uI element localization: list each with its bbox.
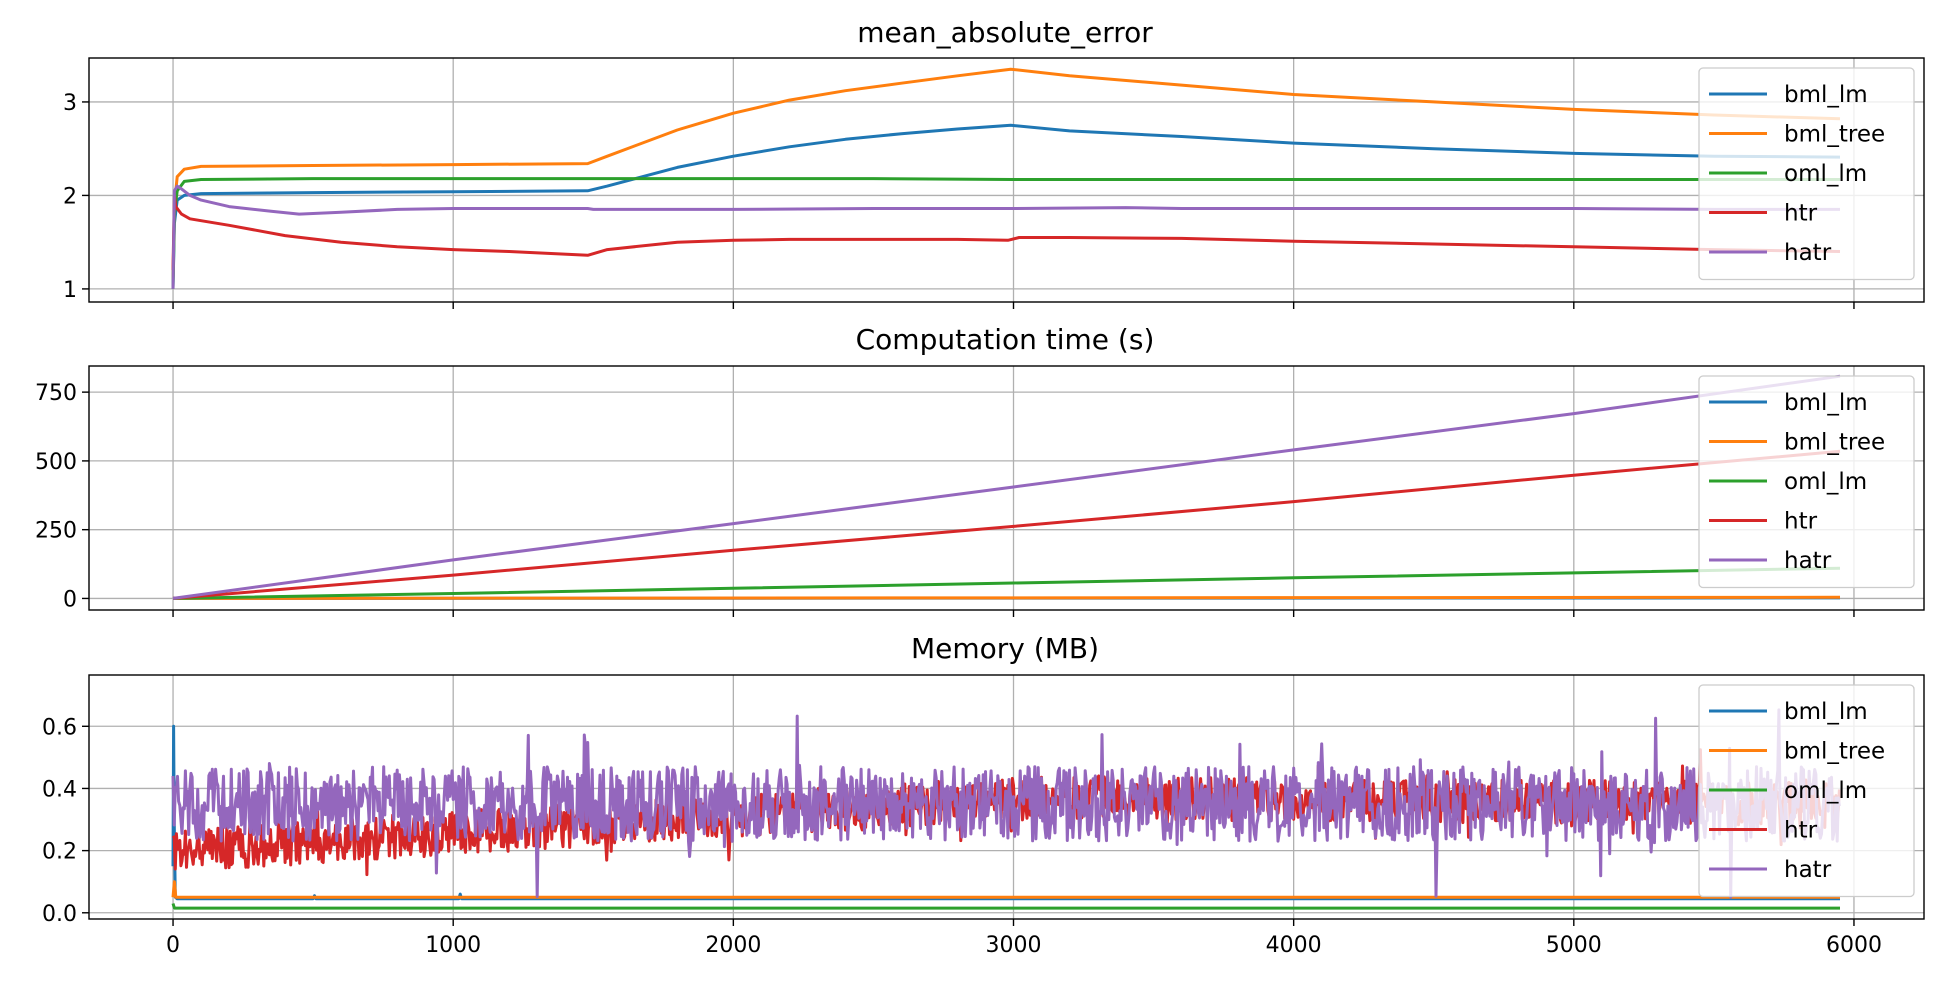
series-line-htr xyxy=(172,449,1841,600)
y-tick-label: 2 xyxy=(63,184,77,209)
ticks: 0 250 500 750 xyxy=(35,381,1855,617)
legend-label-hatr: hatr xyxy=(1784,240,1832,266)
x-tick-label: 1000 xyxy=(425,933,481,958)
panel-mean-absolute-error: mean_absolute_error 1 2 3 bml_lm bml_treeom… xyxy=(63,16,1925,309)
chart-title: Computation time (s) xyxy=(856,323,1155,356)
x-tick-label: 2000 xyxy=(705,933,761,958)
ticks: 0 1000 2000 3000 4000 5000 6000 0.0 0.2 0.4 0.6 xyxy=(42,715,1882,958)
y-tick-label: 750 xyxy=(35,381,77,406)
axes-frame xyxy=(88,674,1925,920)
legend-frame xyxy=(1698,375,1915,589)
legend-label-bml_lm: bml_lm xyxy=(1784,699,1868,725)
series-line-bml_tree xyxy=(172,595,1841,600)
legend-label-htr: htr xyxy=(1784,509,1818,535)
series-line-hatr xyxy=(172,374,1841,600)
x-tick-label: 6000 xyxy=(1826,933,1882,958)
y-tick-label: 500 xyxy=(35,450,77,475)
legend-label-bml_tree: bml_tree xyxy=(1784,430,1885,456)
axes-frame xyxy=(88,57,1925,303)
series-group xyxy=(171,67,1841,289)
chart-title: Memory (MB) xyxy=(911,632,1099,665)
series-line-oml_lm xyxy=(171,177,1840,289)
series-group xyxy=(172,374,1841,600)
legend-label-hatr: hatr xyxy=(1784,548,1832,574)
legend-frame xyxy=(1698,67,1915,281)
legend-label-htr: htr xyxy=(1784,201,1818,227)
legend-label-htr: htr xyxy=(1784,818,1818,844)
legend-label-oml_lm: oml_lm xyxy=(1784,161,1867,187)
x-tick-label: 3000 xyxy=(986,933,1042,958)
y-tick-label: 1 xyxy=(63,278,77,303)
legend-frame xyxy=(1698,684,1915,898)
y-tick-label: 0.0 xyxy=(42,902,77,927)
y-tick-label: 0 xyxy=(63,587,77,612)
legend-label-bml_tree: bml_tree xyxy=(1784,122,1885,148)
series-line-hatr xyxy=(171,184,1840,289)
series-group xyxy=(171,708,1841,910)
panel-memory: Memory (MB) 0 1000 2000 3000 4000 5000 6000 0.0… xyxy=(42,632,1925,958)
series-line-oml_lm xyxy=(171,903,1840,910)
axes-frame xyxy=(88,365,1925,611)
series-line-bml_tree xyxy=(171,67,1841,280)
y-tick-label: 0.2 xyxy=(42,840,77,865)
chart-title: mean_absolute_error xyxy=(857,16,1153,49)
x-tick-label: 0 xyxy=(166,933,180,958)
y-tick-label: 3 xyxy=(63,91,77,116)
x-tick-label: 5000 xyxy=(1546,933,1602,958)
legend-label-bml_lm: bml_lm xyxy=(1784,82,1868,108)
series-line-htr xyxy=(171,193,1841,271)
series-line-bml_lm xyxy=(171,123,1841,289)
series-line-hatr xyxy=(171,708,1841,899)
legend-label-bml_tree: bml_tree xyxy=(1784,739,1885,765)
legend-label-oml_lm: oml_lm xyxy=(1784,469,1867,495)
y-tick-label: 0.6 xyxy=(42,715,77,740)
legend-label-bml_lm: bml_lm xyxy=(1784,390,1868,416)
legend-label-oml_lm: oml_lm xyxy=(1784,778,1867,804)
y-tick-label: 0.4 xyxy=(42,777,77,802)
ticks: 1 2 3 xyxy=(63,91,1855,309)
series-line-bml_tree xyxy=(171,880,1840,899)
legend-label-hatr: hatr xyxy=(1784,857,1832,883)
y-tick-label: 250 xyxy=(35,519,77,544)
x-tick-label: 4000 xyxy=(1266,933,1322,958)
series-line-oml_lm xyxy=(172,566,1841,600)
